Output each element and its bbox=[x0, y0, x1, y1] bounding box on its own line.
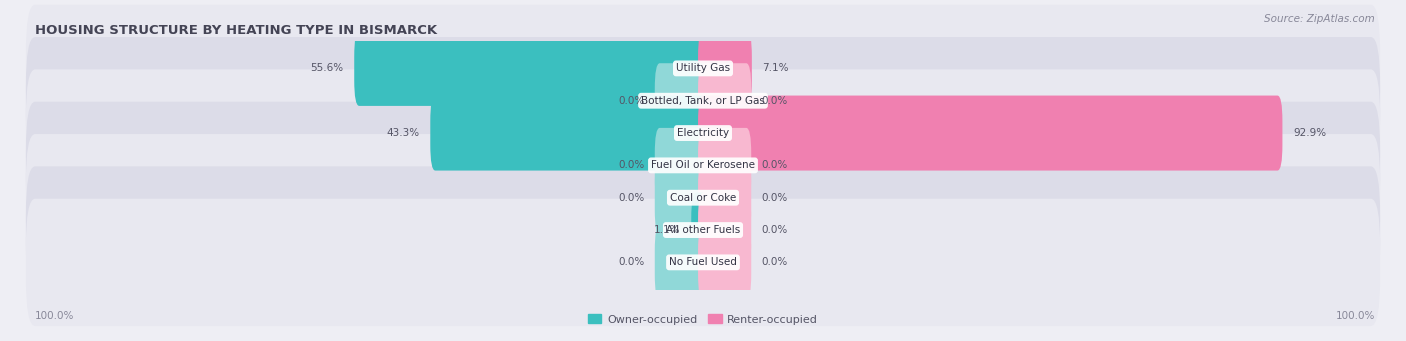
FancyBboxPatch shape bbox=[655, 128, 709, 203]
Text: 7.1%: 7.1% bbox=[762, 63, 789, 73]
FancyBboxPatch shape bbox=[697, 31, 752, 106]
Text: 0.0%: 0.0% bbox=[762, 257, 787, 267]
Text: Fuel Oil or Kerosene: Fuel Oil or Kerosene bbox=[651, 160, 755, 170]
FancyBboxPatch shape bbox=[697, 160, 751, 235]
Text: Utility Gas: Utility Gas bbox=[676, 63, 730, 73]
Text: 1.1%: 1.1% bbox=[654, 225, 681, 235]
FancyBboxPatch shape bbox=[697, 95, 1282, 170]
FancyBboxPatch shape bbox=[25, 69, 1381, 197]
Text: 0.0%: 0.0% bbox=[619, 193, 644, 203]
FancyBboxPatch shape bbox=[25, 199, 1381, 326]
FancyBboxPatch shape bbox=[655, 160, 709, 235]
Text: 0.0%: 0.0% bbox=[762, 96, 787, 106]
Text: 0.0%: 0.0% bbox=[762, 225, 787, 235]
Text: 0.0%: 0.0% bbox=[619, 96, 644, 106]
Text: 100.0%: 100.0% bbox=[1336, 311, 1375, 321]
FancyBboxPatch shape bbox=[692, 193, 709, 268]
Text: 0.0%: 0.0% bbox=[762, 193, 787, 203]
Text: 92.9%: 92.9% bbox=[1294, 128, 1326, 138]
FancyBboxPatch shape bbox=[655, 63, 709, 138]
FancyBboxPatch shape bbox=[25, 37, 1381, 164]
Text: Electricity: Electricity bbox=[676, 128, 730, 138]
Text: No Fuel Used: No Fuel Used bbox=[669, 257, 737, 267]
Text: 55.6%: 55.6% bbox=[311, 63, 343, 73]
FancyBboxPatch shape bbox=[697, 128, 751, 203]
FancyBboxPatch shape bbox=[697, 225, 751, 300]
Text: Source: ZipAtlas.com: Source: ZipAtlas.com bbox=[1264, 14, 1375, 24]
FancyBboxPatch shape bbox=[430, 95, 709, 170]
Text: 0.0%: 0.0% bbox=[619, 160, 644, 170]
FancyBboxPatch shape bbox=[25, 166, 1381, 294]
Text: Bottled, Tank, or LP Gas: Bottled, Tank, or LP Gas bbox=[641, 96, 765, 106]
Text: 43.3%: 43.3% bbox=[387, 128, 420, 138]
FancyBboxPatch shape bbox=[697, 63, 751, 138]
Text: All other Fuels: All other Fuels bbox=[666, 225, 740, 235]
FancyBboxPatch shape bbox=[25, 5, 1381, 132]
Legend: Owner-occupied, Renter-occupied: Owner-occupied, Renter-occupied bbox=[583, 310, 823, 329]
FancyBboxPatch shape bbox=[25, 102, 1381, 229]
FancyBboxPatch shape bbox=[25, 134, 1381, 262]
Text: 0.0%: 0.0% bbox=[762, 160, 787, 170]
Text: 100.0%: 100.0% bbox=[35, 311, 75, 321]
Text: 0.0%: 0.0% bbox=[619, 257, 644, 267]
FancyBboxPatch shape bbox=[354, 31, 709, 106]
Text: Coal or Coke: Coal or Coke bbox=[669, 193, 737, 203]
Text: HOUSING STRUCTURE BY HEATING TYPE IN BISMARCK: HOUSING STRUCTURE BY HEATING TYPE IN BIS… bbox=[35, 24, 437, 37]
FancyBboxPatch shape bbox=[655, 225, 709, 300]
FancyBboxPatch shape bbox=[697, 193, 751, 268]
